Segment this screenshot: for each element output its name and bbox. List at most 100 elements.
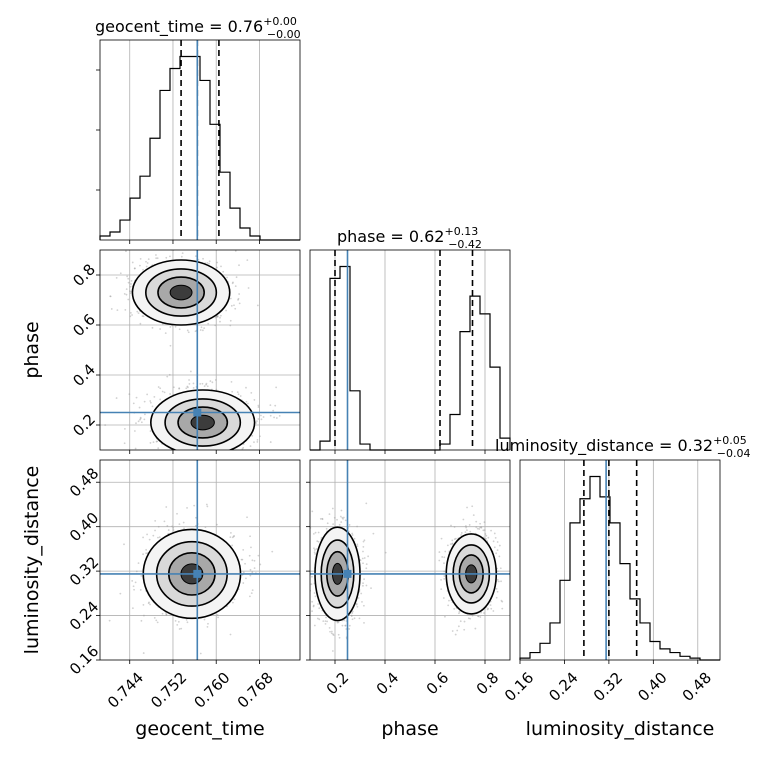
sample-point <box>472 514 475 517</box>
sample-point <box>159 387 162 390</box>
sample-point <box>115 276 118 279</box>
sample-point <box>137 562 140 565</box>
sample-point <box>149 603 151 606</box>
y-tick-label-luminosity-distance: 0.32 <box>66 553 102 589</box>
sample-point <box>242 548 245 551</box>
sample-point <box>273 416 275 419</box>
ylabel-luminosity-distance: luminosity_distance <box>21 466 43 655</box>
panel-border <box>519 459 721 661</box>
sample-point <box>311 510 314 513</box>
sample-point <box>317 540 320 543</box>
sample-point <box>372 532 375 535</box>
sample-point <box>453 608 456 610</box>
sample-point <box>348 628 351 630</box>
sample-point <box>316 617 319 620</box>
sample-point <box>214 324 217 327</box>
sample-point <box>129 285 132 288</box>
sample-point <box>206 385 209 388</box>
sample-point <box>492 540 495 543</box>
sample-point <box>446 544 449 547</box>
title-luminosity-distance: luminosity_distance = 0.32+0.05 −0.04 <box>495 434 751 460</box>
sample-point <box>123 293 126 295</box>
sample-point <box>313 592 316 594</box>
sample-point <box>480 526 482 528</box>
sample-point <box>249 574 252 577</box>
sample-point <box>313 551 316 554</box>
sample-point <box>125 250 127 253</box>
sample-point <box>232 281 234 284</box>
sample-point <box>155 619 158 622</box>
sample-point <box>467 617 470 620</box>
sample-point <box>199 329 202 331</box>
sample-point <box>453 538 456 541</box>
sample-point <box>362 584 364 587</box>
sample-point <box>238 264 240 267</box>
sample-point <box>178 328 181 331</box>
sample-point <box>443 570 446 573</box>
sample-point <box>127 281 130 284</box>
sample-point <box>229 324 232 327</box>
sample-point <box>464 531 467 534</box>
sample-point <box>130 283 132 285</box>
sample-point <box>365 567 368 570</box>
sample-point <box>203 327 206 330</box>
sample-point <box>166 375 169 378</box>
sample-point <box>156 621 159 624</box>
sample-point <box>355 603 358 606</box>
sample-point <box>317 531 320 534</box>
sample-point <box>131 580 134 582</box>
sample-point <box>128 393 131 396</box>
title-phase: phase = 0.62+0.13 −0.42 <box>337 225 482 251</box>
sample-point <box>444 615 446 618</box>
sample-point <box>278 414 281 417</box>
sample-point <box>253 441 255 444</box>
sample-point <box>108 619 111 622</box>
sample-point <box>180 255 183 258</box>
sample-point <box>192 382 195 385</box>
sample-point <box>191 457 193 459</box>
sample-point <box>148 538 151 541</box>
sample-point <box>147 258 150 261</box>
sample-point <box>186 452 188 454</box>
sample-point <box>336 621 339 624</box>
hist-panel-luminosity-distance: 0.16 0.24 0.32 0.40 0.48 <box>501 459 721 705</box>
sample-point <box>313 549 316 551</box>
sample-point <box>438 559 441 562</box>
sample-point <box>495 596 498 599</box>
x-tick-label-phase: 0.4 <box>373 669 403 699</box>
sample-point <box>259 563 262 566</box>
sample-point <box>448 599 450 602</box>
sample-point <box>362 540 365 543</box>
sample-point <box>356 543 359 546</box>
sample-point <box>362 545 365 548</box>
sample-point <box>166 455 168 457</box>
sample-point <box>458 612 460 615</box>
x-tick-label-phase: 0.2 <box>323 669 353 699</box>
sample-point <box>487 607 489 610</box>
sample-point <box>187 331 190 334</box>
sample-point <box>127 277 130 280</box>
sample-point <box>136 310 139 313</box>
title-geocent-time: geocent_time = 0.76+0.00 −0.00 <box>95 15 301 41</box>
sample-point <box>365 584 368 587</box>
sample-point <box>257 418 260 420</box>
sample-point <box>186 329 189 332</box>
sample-point <box>362 562 364 565</box>
x-tick-label-phase: 0.6 <box>423 669 453 699</box>
sample-point <box>483 529 486 532</box>
sample-point <box>96 310 98 312</box>
sample-point <box>245 451 247 453</box>
sample-point <box>142 268 144 271</box>
sample-point <box>178 387 181 389</box>
sample-point <box>444 550 447 553</box>
sample-point <box>337 633 340 636</box>
sample-point <box>496 590 499 593</box>
sample-point <box>129 290 131 293</box>
sample-point <box>326 522 329 525</box>
sample-point <box>129 292 132 295</box>
sample-point <box>194 255 197 258</box>
x-tick-label-luminosity-distance: 0.24 <box>545 669 581 705</box>
sample-point <box>231 536 234 539</box>
sample-point <box>440 537 443 540</box>
sample-point <box>142 315 145 318</box>
